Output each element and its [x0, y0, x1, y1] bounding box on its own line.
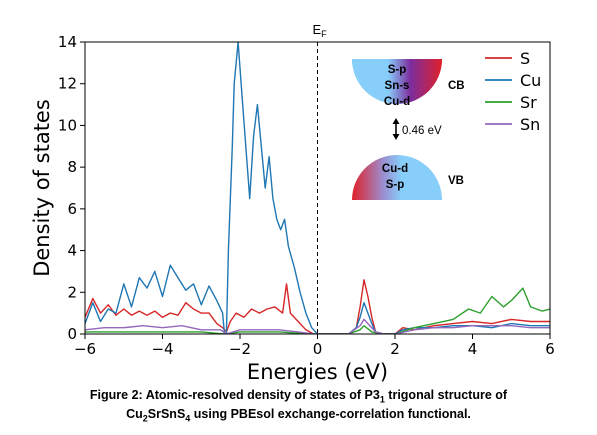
fermi-level-label: EF — [313, 22, 328, 39]
cb-line-1: S-p — [388, 64, 407, 76]
fermi-label-sub: F — [321, 29, 327, 39]
series-line-cu — [85, 42, 550, 334]
legend-label-cu: Cu — [520, 71, 541, 90]
y-tick-label: 4 — [67, 242, 77, 260]
y-tick-label: 6 — [67, 200, 77, 218]
x-tick-label: 4 — [468, 340, 478, 358]
caption-text-2a: Cu — [126, 407, 143, 421]
y-tick-label: 10 — [58, 116, 77, 134]
caption-text-1a: Figure 2: Atomic-resolved density of sta… — [89, 388, 380, 402]
series-line-s — [85, 279, 550, 334]
y-tick-label: 0 — [67, 325, 77, 343]
legend-label-sn: Sn — [520, 115, 540, 134]
cb-line-3: Cu-d — [384, 96, 410, 108]
caption-sub-1: 1 — [379, 394, 385, 405]
x-axis-label: Energies (eV) — [247, 360, 388, 384]
series-line-sn — [85, 318, 550, 334]
y-tick-label: 2 — [67, 283, 77, 301]
x-tick-label: −2 — [229, 340, 251, 358]
x-tick-label: 2 — [390, 340, 400, 358]
vb-line-2: S-p — [386, 179, 405, 191]
legend: S Cu Sr Sn — [485, 49, 541, 134]
x-tick-label: −4 — [151, 340, 173, 358]
figure-caption-line-2: Cu2SrSnS4 using PBEsol exchange-correlat… — [0, 407, 597, 424]
gap-label: 0.46 eV — [402, 125, 442, 137]
caption-sub-2a: 2 — [142, 413, 148, 424]
vb-line-1: Cu-d — [382, 163, 408, 175]
figure-caption-line-1: Figure 2: Atomic-resolved density of sta… — [0, 388, 597, 405]
vb-label: VB — [448, 175, 464, 187]
y-axis-label: Density of states — [30, 99, 54, 277]
y-tick-label: 12 — [58, 75, 77, 93]
caption-text-1b: trigonal structure of — [384, 388, 508, 402]
x-tick-label: 6 — [545, 340, 555, 358]
caption-sub-2b: 4 — [185, 413, 191, 424]
y-tick-label: 14 — [58, 33, 77, 51]
legend-label-sr: Sr — [520, 93, 537, 112]
x-tick-label: 0 — [313, 340, 323, 358]
cb-label: CB — [448, 80, 465, 92]
gap-arrow-head-down — [392, 134, 400, 140]
caption-text-2c: using PBEsol exchange-correlation functi… — [190, 407, 471, 421]
legend-label-s: S — [520, 49, 530, 68]
cb-line-2: Sn-s — [385, 80, 410, 92]
dos-chart: EF −6 −4 −2 0 2 4 6 0 2 4 6 8 10 12 14 Energies (eV) D… — [30, 22, 555, 384]
caption-text-2b: SrSnS — [147, 407, 186, 421]
ticks-layer: −6 −4 −2 0 2 4 6 0 2 4 6 8 10 12 14 — [58, 33, 555, 358]
vb-semicircle — [352, 155, 442, 200]
band-inset: S-p Sn-s Cu-d CB 0.46 eV Cu-d S-p VB — [352, 59, 465, 200]
fermi-label-main: E — [313, 22, 322, 37]
cb-semicircle-fill — [352, 59, 442, 104]
gap-arrow-head-up — [392, 118, 400, 124]
y-tick-label: 8 — [67, 158, 77, 176]
x-tick-label: −6 — [74, 340, 96, 358]
